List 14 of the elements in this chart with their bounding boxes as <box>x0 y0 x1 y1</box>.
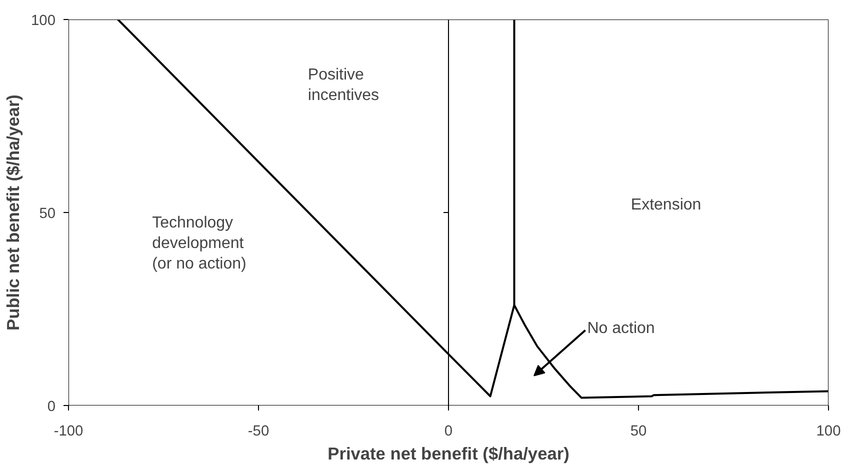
x-tick-label: 0 <box>444 424 453 440</box>
x-tick-label: -50 <box>248 424 270 440</box>
annotation: Extension <box>630 196 702 214</box>
y-tick-label: 50 <box>39 206 56 222</box>
x-tick-label: 50 <box>630 424 647 440</box>
annotation: Positive incentives <box>308 66 380 104</box>
y-tick-label: 100 <box>31 13 56 29</box>
x-tick-label: 100 <box>816 424 841 440</box>
y-axis-title: Public net benefit ($/ha/year) <box>3 94 24 330</box>
annotation: Technology development (or no action) <box>152 214 246 272</box>
annotation: No action <box>587 320 655 337</box>
x-axis-title: Private net benefit ($/ha/year) <box>328 444 570 464</box>
y-tick-label: 0 <box>47 399 56 415</box>
x-tick-label: -100 <box>54 424 84 440</box>
